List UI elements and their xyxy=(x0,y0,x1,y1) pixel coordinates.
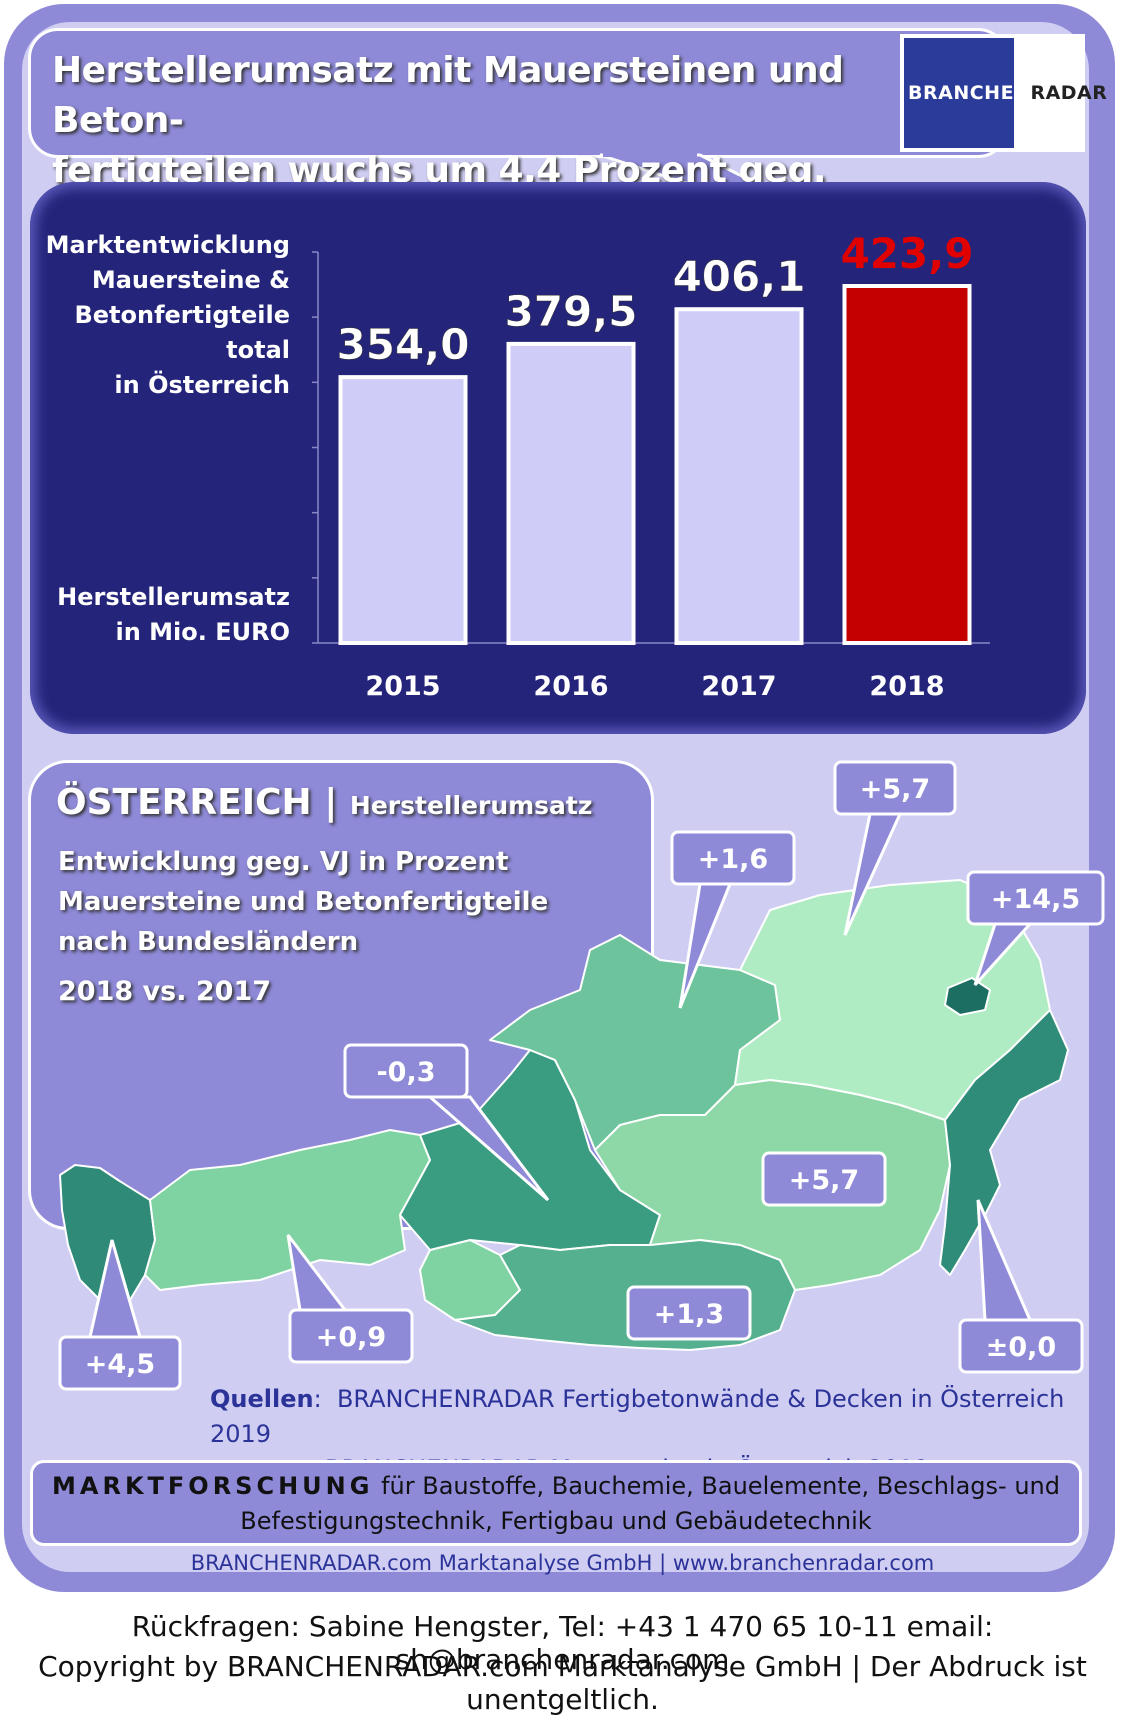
regions-line: Entwicklung geg. VJ in Prozent xyxy=(58,847,509,877)
map-callout-label: +14,5 xyxy=(991,884,1080,915)
bar-value-label: 406,1 xyxy=(673,252,806,301)
market-rest: für Baustoffe, Bauchemie, Bauelemente, B… xyxy=(381,1472,1060,1500)
logo-square xyxy=(904,38,1014,148)
bar-value-label: 423,9 xyxy=(841,229,974,278)
market-research-box: MARKTFORSCHUNG für Baustoffe, Bauchemie,… xyxy=(30,1460,1082,1546)
logo-text-b: RADAR xyxy=(1030,82,1108,104)
sources-label: Quellen xyxy=(210,1385,314,1413)
x-tick-label: 2017 xyxy=(701,671,776,702)
map-callout-box xyxy=(343,1043,469,1099)
map-callout-label: +5,7 xyxy=(860,774,930,805)
company-line: BRANCHENRADAR.com Marktanalyse GmbH | ww… xyxy=(190,1551,935,1575)
sources-line-1: Quellen: BRANCHENRADAR Fertigbetonwände … xyxy=(210,1385,1065,1448)
regions-line: Mauersteine und Betonfertigteile xyxy=(58,887,549,917)
map-callout-label: +1,3 xyxy=(654,1299,724,1330)
map-callout-box xyxy=(966,870,1105,926)
map-tirol xyxy=(144,1129,431,1291)
chart-title-line: Betonfertigteile total xyxy=(74,301,290,364)
map-callout-box xyxy=(761,1151,887,1207)
chart-unit: Herstellerumsatz in Mio. EURO xyxy=(40,580,290,650)
map-callout-label: +5,7 xyxy=(789,1165,859,1196)
map-callout-box xyxy=(58,1335,182,1391)
map-callout-label: ±0,0 xyxy=(986,1332,1056,1363)
regions-subtitle: Herstellerumsatz xyxy=(349,791,593,820)
chart-title-line: Mauersteine & xyxy=(91,266,290,294)
chart-title-line: Marktentwicklung xyxy=(45,231,290,259)
chart-title: Marktentwicklung Mauersteine & Betonfert… xyxy=(40,228,290,403)
regions-description: Entwicklung geg. VJ in Prozent Mauerstei… xyxy=(58,842,548,962)
market-line-1: MARKTFORSCHUNG für Baustoffe, Bauchemie,… xyxy=(33,1469,1079,1504)
chart-unit-line: in Mio. EURO xyxy=(115,618,290,646)
market-line-2: Befestigungstechnik, Fertigbau und Gebäu… xyxy=(240,1507,872,1535)
bar xyxy=(338,375,468,645)
regions-separator: | xyxy=(324,782,338,823)
bar xyxy=(842,284,972,645)
x-tick-label: 2016 xyxy=(533,671,608,702)
headline-bubble xyxy=(28,28,1008,158)
map-callout-label: +4,5 xyxy=(85,1349,155,1380)
map-callout-label: +0,9 xyxy=(316,1322,386,1353)
map-wien xyxy=(944,977,991,1016)
chart-title-line: in Österreich xyxy=(114,371,290,399)
map-callout-label: +1,6 xyxy=(698,844,768,875)
map-callout-box xyxy=(833,760,957,816)
map-callout-box xyxy=(288,1308,414,1364)
map-callout-box xyxy=(626,1285,752,1341)
map-callout-label: -0,3 xyxy=(376,1057,435,1088)
market-strong: MARKTFORSCHUNG xyxy=(52,1472,374,1500)
bar-value-label: 379,5 xyxy=(505,287,638,336)
regions-line: nach Bundesländern xyxy=(58,927,359,957)
regions-country: ÖSTERREICH xyxy=(56,782,312,823)
chart-unit-line: Herstellerumsatz xyxy=(57,583,290,611)
map-callout-box xyxy=(670,830,796,886)
map-callout-pointer xyxy=(976,1199,1033,1322)
headline-line-1: Herstellerumsatz mit Mauersteinen und Be… xyxy=(52,50,844,141)
logo-text: BRANCHENRADAR xyxy=(908,82,1107,104)
x-tick-label: 2015 xyxy=(365,671,440,702)
bar xyxy=(506,341,636,645)
regions-title: ÖSTERREICH | Herstellerumsatz xyxy=(56,782,592,823)
source-1: BRANCHENRADAR Fertigbetonwände & Decken … xyxy=(210,1385,1065,1448)
x-tick-label: 2018 xyxy=(869,671,944,702)
bar-chart: 354,0 2015 379,5 2016 406,1 2017 423,9 2018 xyxy=(312,229,990,702)
footer-copyright: Copyright by BRANCHENRADAR.com Marktanal… xyxy=(38,1650,1087,1716)
bar xyxy=(674,307,804,645)
regions-year: 2018 vs. 2017 xyxy=(58,976,272,1007)
map-callout-box xyxy=(958,1318,1084,1374)
logo-text-a: BRANCHEN xyxy=(908,82,1031,104)
bar-value-label: 354,0 xyxy=(337,320,470,369)
branchenradar-logo: BRANCHENRADAR xyxy=(900,34,1107,152)
footer-contact: Rückfragen: Sabine Hengster, Tel: +43 1 … xyxy=(131,1610,994,1676)
